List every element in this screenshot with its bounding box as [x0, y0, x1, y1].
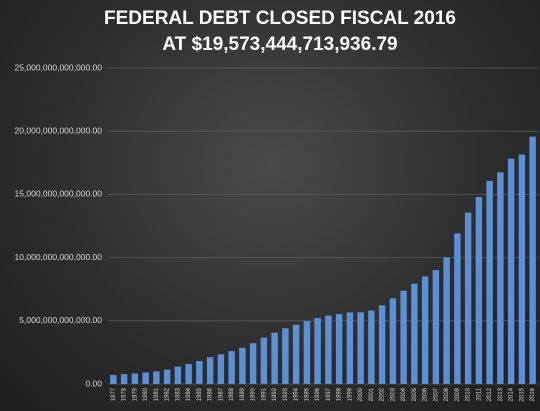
bar — [507, 158, 515, 384]
bar — [464, 212, 472, 384]
x-tick-label: 1987 — [218, 387, 224, 401]
x-tick-label: 2005 — [412, 387, 418, 401]
x-tick-label: 1995 — [304, 387, 310, 401]
x-tick-label: 2001 — [369, 387, 375, 401]
x-tick-label: 1985 — [197, 387, 203, 401]
x-tick-label: 2009 — [455, 387, 461, 401]
bar — [325, 315, 332, 384]
bar — [475, 197, 483, 384]
bar — [163, 369, 171, 384]
bar — [378, 305, 386, 384]
bar — [335, 314, 343, 384]
x-tick-label: 2014 — [509, 387, 515, 401]
bar — [411, 283, 418, 384]
x-tick-label: 2000 — [358, 387, 364, 401]
x-tick-label: 1997 — [326, 387, 332, 401]
bar — [174, 366, 182, 384]
bar — [249, 343, 257, 384]
bar — [282, 328, 289, 384]
bar — [185, 364, 192, 384]
y-tick-label: 10,000,000,000,000.00 — [15, 252, 103, 262]
bar — [357, 312, 364, 384]
x-tick-label: 2015 — [519, 387, 525, 401]
bar — [271, 332, 278, 384]
x-tick-label: 1984 — [186, 387, 192, 401]
y-tick-label: 15,000,000,000,000.00 — [15, 189, 103, 199]
x-tick-label: 1982 — [165, 387, 171, 401]
x-tick-label: 2011 — [476, 387, 482, 401]
bar — [432, 270, 440, 384]
x-tick-label: 2013 — [498, 387, 504, 401]
x-tick-label: 1996 — [315, 387, 321, 401]
bar — [346, 312, 354, 384]
x-tick-label: 1990 — [251, 387, 257, 401]
x-tick-label: 1981 — [154, 387, 160, 401]
x-tick-label: 1986 — [208, 387, 214, 401]
x-tick-label: 1977 — [111, 387, 117, 401]
bar — [206, 357, 214, 384]
y-tick-label: 5,000,000,000,000.00 — [19, 315, 102, 325]
bar — [497, 172, 504, 384]
bar — [239, 347, 246, 384]
bar — [110, 375, 117, 384]
x-tick-label: 1989 — [240, 387, 246, 401]
x-tick-label: 1998 — [337, 387, 343, 401]
bar — [120, 374, 128, 384]
x-tick-label: 1993 — [283, 387, 289, 401]
x-tick-label: 1991 — [261, 387, 267, 401]
bar — [518, 154, 526, 384]
x-tick-label: 2006 — [423, 387, 429, 401]
bar — [368, 310, 375, 384]
x-tick-label: 1980 — [143, 387, 149, 401]
x-tick-label: 2010 — [466, 387, 472, 401]
x-tick-label: 2012 — [487, 387, 493, 401]
x-tick-label: 1999 — [347, 387, 353, 401]
bar — [196, 360, 203, 384]
x-tick-label: 1994 — [294, 387, 300, 401]
bar — [131, 373, 139, 384]
y-tick-label: 20,000,000,000,000.00 — [15, 125, 103, 135]
bar — [400, 290, 407, 384]
x-tick-label: 2016 — [530, 387, 536, 401]
bar — [303, 321, 311, 384]
x-tick-label: 2007 — [433, 387, 439, 401]
y-tick-label: 0.00 — [85, 378, 102, 388]
chart-title: AT $19,573,444,713,936.79 — [162, 34, 397, 55]
bar — [153, 371, 160, 384]
x-tick-label: 1978 — [122, 387, 128, 401]
x-tick-label: 1983 — [175, 387, 181, 401]
y-tick-label: 25,000,000,000,000.00 — [15, 62, 103, 72]
bar — [260, 337, 268, 384]
bar — [217, 354, 225, 384]
x-tick-label: 1988 — [229, 387, 235, 401]
bar — [389, 298, 397, 384]
bar — [486, 180, 493, 384]
x-tick-label: 2004 — [401, 387, 407, 401]
x-tick-label: 2002 — [380, 387, 386, 401]
bar — [228, 351, 235, 384]
x-tick-label: 2003 — [390, 387, 396, 401]
x-tick-label: 1992 — [272, 387, 278, 401]
bar — [314, 318, 321, 384]
bar — [529, 136, 536, 384]
bar — [443, 257, 450, 384]
bar — [454, 233, 461, 384]
bar — [421, 276, 429, 384]
x-tick-label: 2008 — [444, 387, 450, 401]
bar — [292, 324, 300, 384]
chart-title: FEDERAL DEBT CLOSED FISCAL 2016 — [104, 8, 456, 29]
x-tick-label: 1979 — [132, 387, 138, 401]
bar — [142, 372, 149, 384]
